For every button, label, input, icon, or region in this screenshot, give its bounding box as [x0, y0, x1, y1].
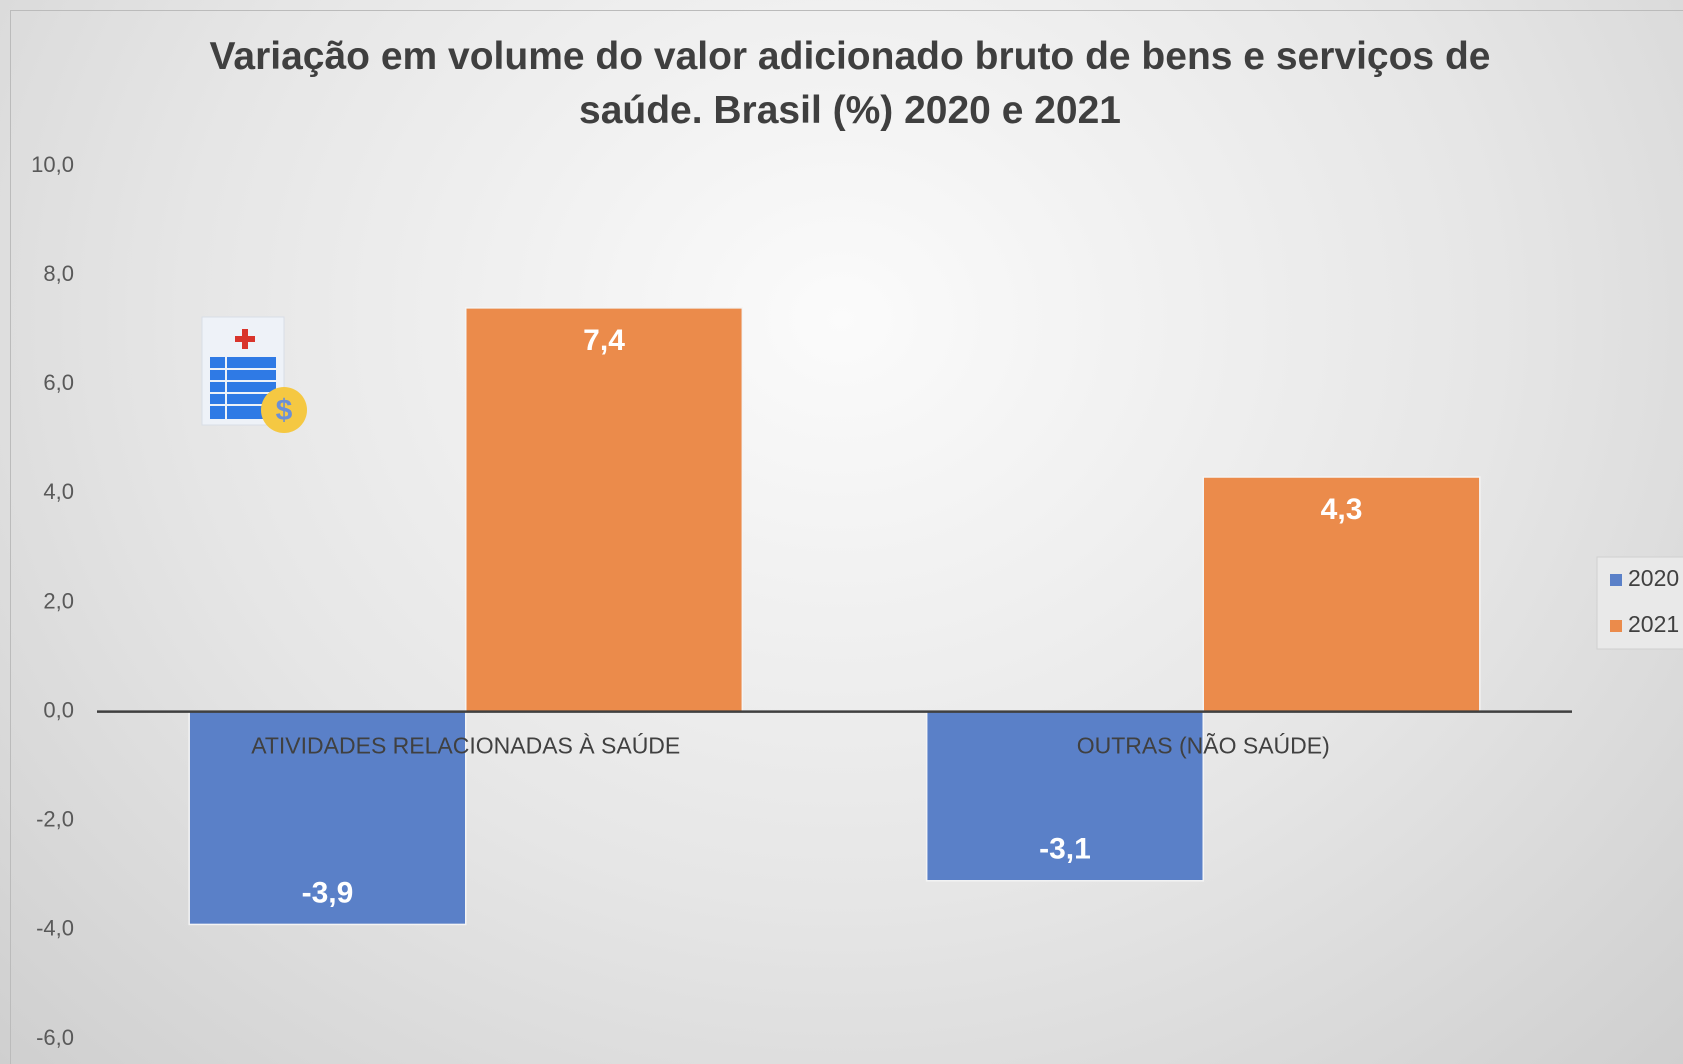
legend-swatch — [1610, 574, 1622, 586]
y-tick-label: -4,0 — [36, 916, 74, 941]
chart-title: Variação em volume do valor adicionado b… — [209, 35, 1491, 132]
icon: $ — [201, 316, 307, 433]
y-tick-label: 6,0 — [43, 370, 74, 395]
y-tick-label: 2,0 — [43, 588, 74, 613]
data-label: 4,3 — [1321, 493, 1363, 526]
bar — [1202, 476, 1481, 713]
data-label: -3,1 — [1039, 833, 1091, 866]
bar — [465, 307, 744, 713]
x-tick-label: ATIVIDADES RELACIONADAS À SAÚDE — [251, 733, 680, 759]
svg-text:$: $ — [276, 394, 293, 427]
y-tick-label: 8,0 — [43, 261, 74, 286]
legend-label: 2020 — [1628, 565, 1679, 591]
legend-swatch — [1610, 620, 1622, 632]
y-tick-label: -2,0 — [36, 807, 74, 832]
bar — [925, 710, 1204, 882]
bar — [188, 710, 467, 926]
y-tick-label: 0,0 — [43, 697, 74, 722]
y-tick-label: 4,0 — [43, 479, 74, 504]
y-tick-label: -6,0 — [36, 1025, 74, 1050]
y-tick-label: 10,0 — [31, 152, 74, 177]
data-label: -3,9 — [302, 876, 354, 909]
legend-label: 2021 — [1628, 611, 1679, 637]
chart-frame — [10, 10, 1683, 1064]
data-label: 7,4 — [583, 324, 625, 357]
x-tick-label: OUTRAS (NÃO SAÚDE) — [1077, 733, 1330, 759]
legend-box — [1596, 556, 1683, 650]
